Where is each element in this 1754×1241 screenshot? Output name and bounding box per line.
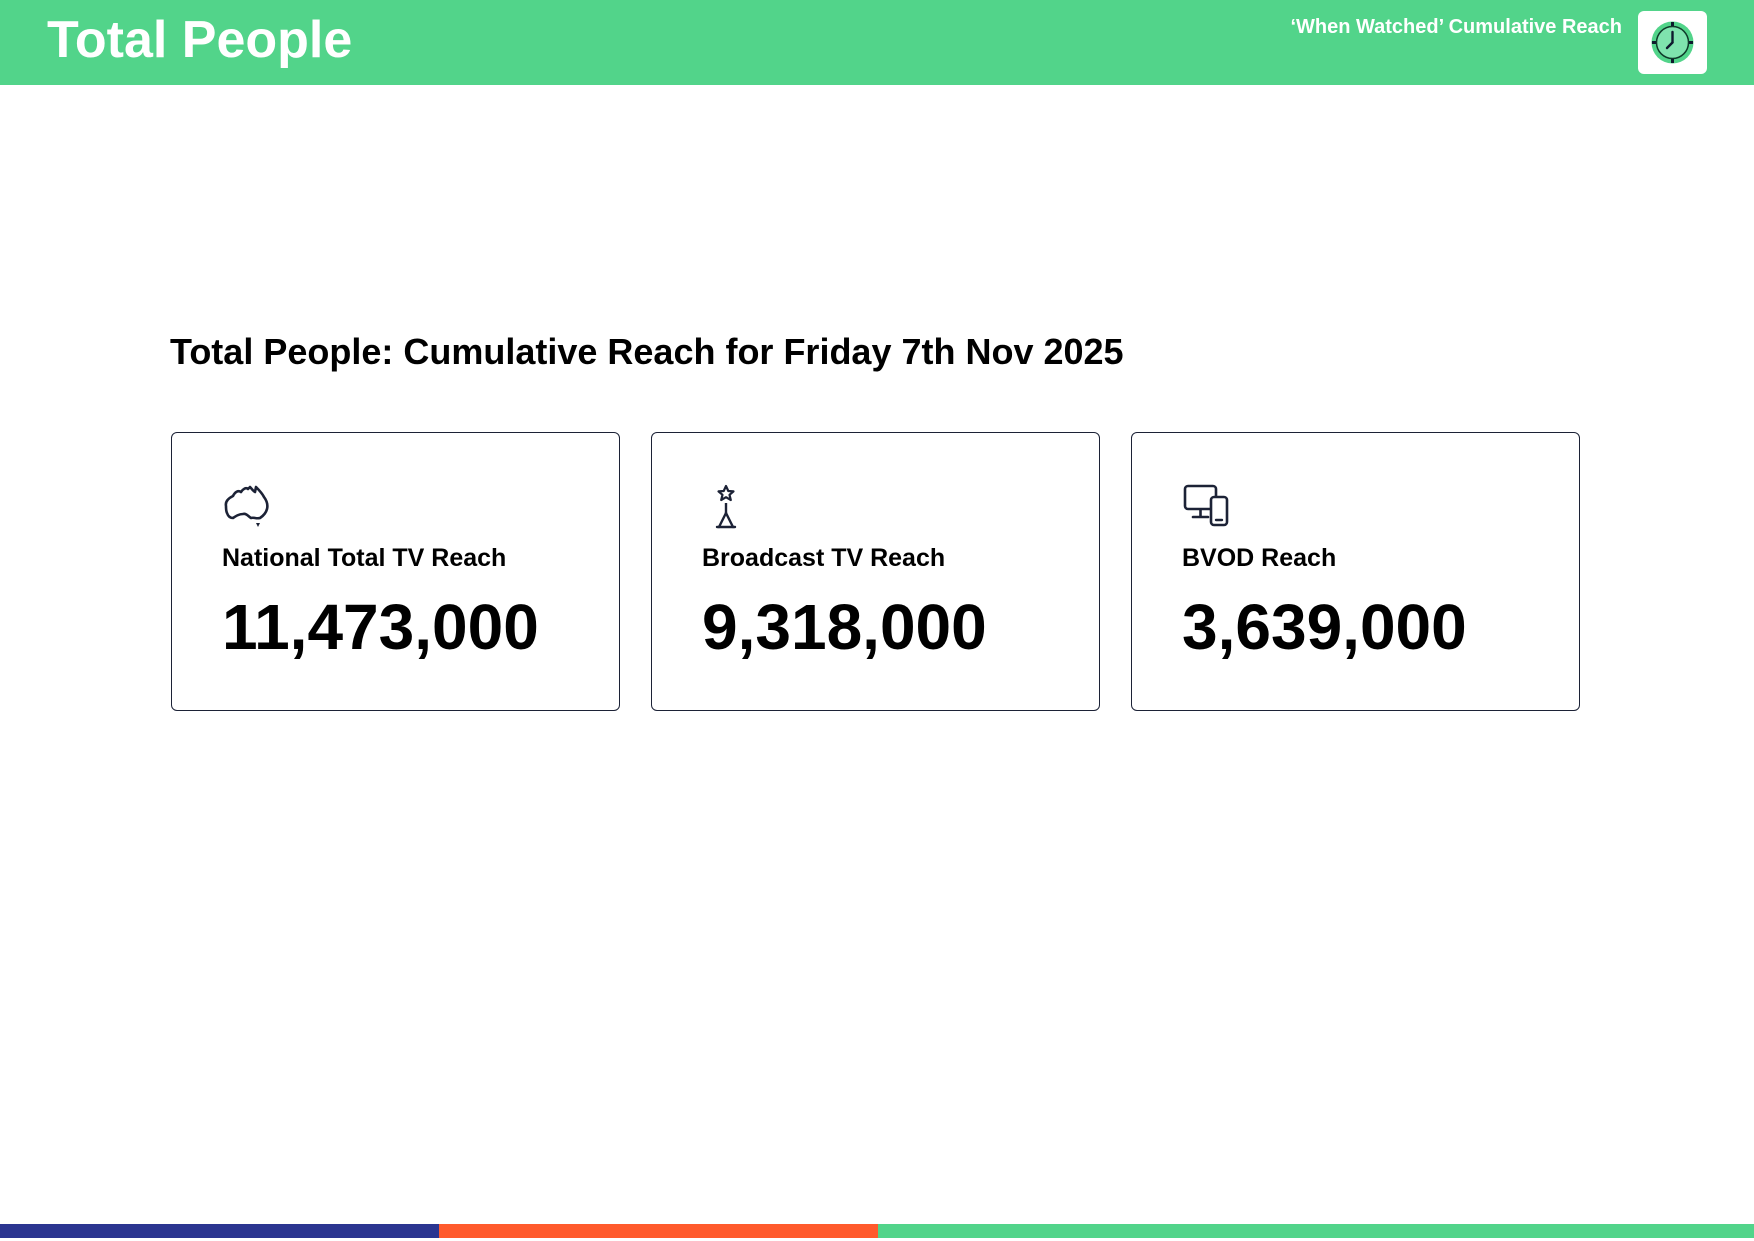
card-value: 11,473,000 [222, 591, 539, 663]
card-label: National Total TV Reach [222, 544, 507, 572]
reach-card-broadcast: Broadcast TV Reach 9,318,000 [651, 432, 1100, 711]
reach-card-national: National Total TV Reach 11,473,000 [171, 432, 620, 711]
report-subtitle: ‘When Watched’ Cumulative Reach [1290, 16, 1622, 38]
clock-icon [1651, 21, 1694, 64]
page-title: Total People [47, 11, 353, 69]
devices-icon [1183, 484, 1229, 527]
section-heading: Total People: Cumulative Reach for Frida… [170, 331, 1124, 372]
card-label: Broadcast TV Reach [702, 544, 946, 572]
footer-stripe-green [878, 1224, 1754, 1238]
header-bar: Total People ‘When Watched’ Cumulative R… [0, 0, 1754, 85]
footer-stripe-navy [0, 1224, 439, 1238]
card-value: 3,639,000 [1182, 591, 1467, 663]
reach-card-bvod: BVOD Reach 3,639,000 [1131, 432, 1580, 711]
australia-map-icon [224, 485, 269, 527]
card-value: 9,318,000 [702, 591, 987, 663]
clock-badge [1638, 11, 1707, 74]
card-label: BVOD Reach [1182, 544, 1337, 572]
footer-stripe-orange [439, 1224, 878, 1238]
broadcast-tower-icon [715, 484, 737, 529]
